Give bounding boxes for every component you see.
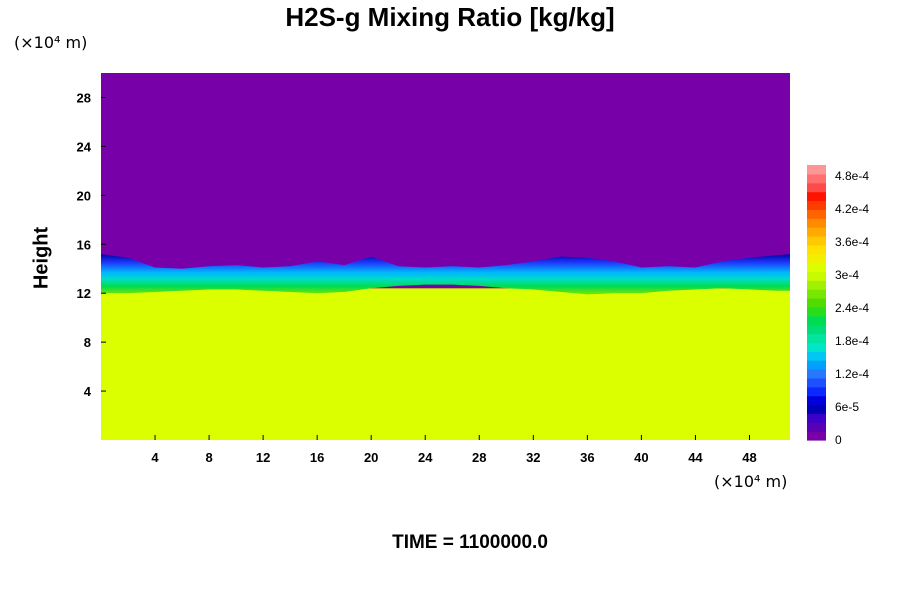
- x-tick-label: 32: [526, 450, 540, 465]
- x-tick-label: 44: [688, 450, 703, 465]
- x-tick-label: 40: [634, 450, 648, 465]
- colorbar-label: 0: [835, 433, 842, 447]
- colorbar-swatch: [807, 324, 826, 335]
- y-tick-label: 20: [77, 188, 91, 203]
- colorbar-swatch: [807, 209, 826, 219]
- time-label: TIME = 1100000.0: [392, 532, 548, 553]
- colorbar-label: 1.8e-4: [835, 334, 869, 348]
- colorbar-swatch: [807, 360, 826, 370]
- colorbar: 0 6e-5 1.2e-4 1.8e-4 2.4e-4 3e-4 3.6e-4 4.2e-4 4…: [807, 165, 869, 447]
- colorbar-swatch: [807, 191, 826, 202]
- colorbar-swatch: [807, 369, 826, 379]
- x-tick-label: 8: [205, 450, 212, 465]
- colorbar-swatch: [807, 262, 826, 273]
- colorbar-swatch: [807, 315, 826, 326]
- colorbar-swatch: [807, 404, 826, 414]
- y-tick-label: 24: [77, 139, 92, 154]
- y-tick-label: 12: [77, 286, 91, 301]
- x-tick-label: 4: [151, 450, 159, 465]
- y-tick-label: 16: [77, 237, 91, 252]
- x-axis-unit: (×10⁴ m): [714, 472, 788, 491]
- colorbar-swatch: [807, 244, 826, 255]
- colorbar-swatch: [807, 173, 826, 184]
- y-tick-label: 4: [84, 384, 92, 399]
- colorbar-swatch: [807, 271, 826, 281]
- chart-title: H2S-g Mixing Ratio [kg/kg]: [285, 2, 615, 32]
- colorbar-swatch: [807, 422, 826, 432]
- x-tick-label: 16: [310, 450, 324, 465]
- colorbar-label: 4.2e-4: [835, 202, 869, 216]
- colorbar-swatch: [807, 227, 826, 237]
- colorbar-swatch: [807, 377, 826, 388]
- plot-area: [101, 73, 790, 440]
- colorbar-label: 2.4e-4: [835, 301, 869, 315]
- x-tick-label: 12: [256, 450, 270, 465]
- colorbar-swatch: [807, 200, 826, 210]
- x-tick-label: 36: [580, 450, 594, 465]
- colorbar-swatch: [807, 351, 826, 361]
- colorbar-label: 4.8e-4: [835, 169, 869, 183]
- region-lower: [101, 288, 790, 440]
- colorbar-swatch: [807, 386, 826, 397]
- colorbar-swatch: [807, 306, 826, 317]
- x-tick-label: 28: [472, 450, 486, 465]
- y-tick-label: 8: [84, 335, 91, 350]
- x-tick-label: 20: [364, 450, 378, 465]
- colorbar-swatch: [807, 253, 826, 264]
- colorbar-swatch: [807, 218, 826, 228]
- colorbar-swatch: [807, 333, 826, 344]
- colorbar-swatch: [807, 289, 826, 299]
- colorbar-swatch: [807, 431, 826, 441]
- colorbar-swatch: [807, 413, 826, 423]
- x-tick-label: 48: [742, 450, 756, 465]
- colorbar-swatch: [807, 280, 826, 290]
- colorbar-label: 6e-5: [835, 400, 859, 414]
- colorbar-swatch: [807, 298, 826, 308]
- y-axis-unit: (×10⁴ m): [14, 33, 88, 52]
- colorbar-label: 3.6e-4: [835, 235, 869, 249]
- y-tick-label: 28: [77, 90, 91, 105]
- colorbar-swatch: [807, 235, 826, 246]
- colorbar-swatch: [807, 165, 826, 175]
- colorbar-swatch: [807, 395, 826, 406]
- colorbar-swatch: [807, 342, 826, 352]
- colorbar-label: 1.2e-4: [835, 367, 869, 381]
- colorbar-swatch: [807, 182, 826, 193]
- transition-band: [101, 254, 790, 295]
- colorbar-label: 3e-4: [835, 268, 859, 282]
- x-tick-label: 24: [418, 450, 433, 465]
